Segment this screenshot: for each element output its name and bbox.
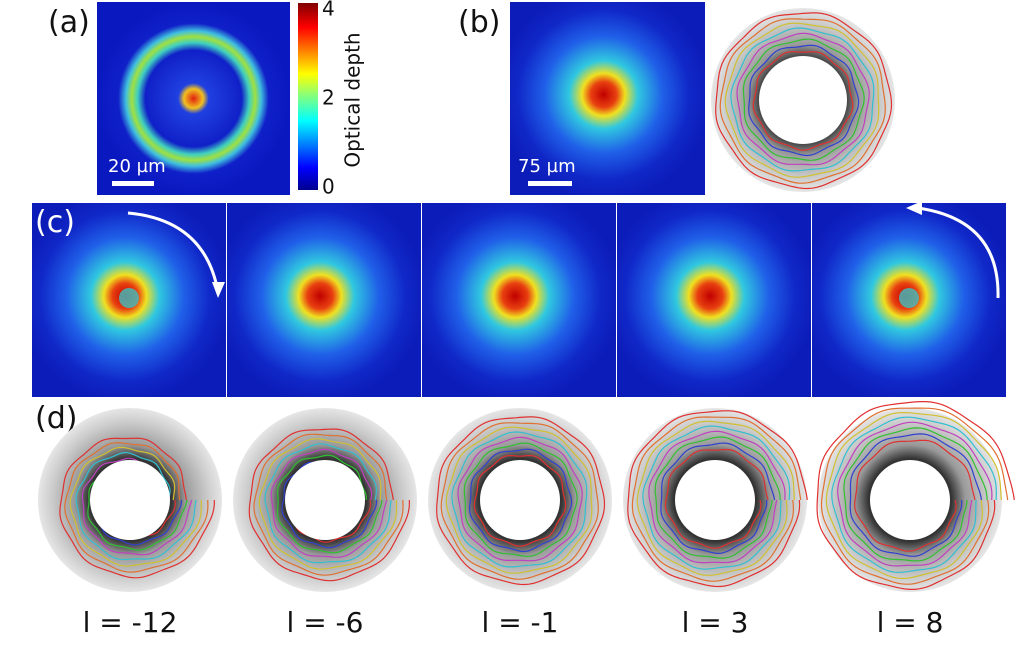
ring-hole — [675, 460, 755, 540]
contour-line — [742, 38, 865, 161]
contour-line — [258, 438, 397, 570]
caption: l = 8 — [877, 606, 944, 639]
contour-line — [451, 431, 588, 568]
scale-bar — [112, 181, 154, 186]
ring-hole — [90, 460, 170, 540]
contour-line — [736, 32, 870, 166]
image-c — [422, 203, 616, 397]
contour-line — [843, 427, 988, 562]
panel-label: (b) — [458, 5, 500, 40]
contour-line — [440, 422, 599, 580]
contour-line — [59, 437, 215, 579]
arrow — [917, 206, 1000, 299]
image-c — [617, 203, 811, 397]
image-a — [97, 2, 290, 195]
image-row-c — [32, 203, 1006, 397]
scale-bar-label: 75 µm — [518, 156, 576, 177]
contour-line — [730, 27, 875, 172]
contour-line — [854, 439, 976, 552]
contour-line — [264, 443, 392, 564]
contour-line — [276, 454, 383, 554]
contour-line — [445, 426, 593, 574]
arrow-head — [212, 282, 225, 298]
arrow — [127, 211, 220, 293]
colorbar-tick-label: 0 — [322, 175, 335, 199]
contour-line — [468, 448, 573, 553]
ring-hole — [759, 56, 847, 144]
arrow-head — [906, 201, 922, 215]
scale-bar — [528, 181, 572, 186]
ring-plots: l = -12 l = -6 l = -1 l = 3 l = 8 — [38, 401, 1015, 639]
contour-line — [724, 22, 880, 178]
contour-line — [816, 401, 1015, 590]
caption: l = -12 — [83, 606, 178, 639]
ring-hole — [480, 460, 560, 540]
colorbar-title: Optical depth — [341, 32, 365, 167]
contour-line — [473, 454, 567, 547]
contour-line — [660, 442, 776, 555]
contour-line — [457, 436, 583, 562]
contour-line — [719, 18, 886, 184]
contour-line — [64, 442, 209, 573]
image-b — [510, 2, 705, 195]
contour-line — [748, 44, 860, 157]
colorbar-tick-label: 2 — [322, 86, 335, 110]
contour-line — [849, 433, 983, 557]
colorbar-tick-label: 4 — [322, 0, 335, 21]
colorbar — [298, 3, 318, 190]
caption: l = 3 — [682, 606, 749, 639]
caption: l = -1 — [482, 606, 559, 639]
vortex-core — [899, 288, 919, 308]
panel-label: (a) — [48, 5, 90, 40]
contour-line — [752, 51, 854, 151]
contour-line — [820, 407, 1009, 585]
contour-line — [831, 416, 997, 574]
vortex-core — [119, 288, 139, 308]
contour-line — [436, 416, 606, 586]
contour-line — [253, 433, 404, 576]
contour-line — [654, 436, 781, 559]
image-c — [227, 203, 421, 397]
contour-line — [642, 425, 791, 570]
caption: l = -6 — [287, 606, 364, 639]
contour-line — [463, 442, 578, 557]
contour-line — [248, 428, 411, 582]
contour-line — [627, 410, 808, 588]
contour-line — [837, 421, 993, 567]
contour-line — [69, 446, 202, 567]
contour-line — [715, 12, 893, 190]
scale-bar-label: 20 µm — [108, 156, 166, 177]
colorbar-ticks: 4 2 0 — [322, 0, 335, 199]
contour-line — [631, 416, 802, 582]
contour-line — [664, 448, 769, 549]
contour-line — [270, 448, 388, 558]
panel-label: (c) — [35, 205, 75, 240]
contour-line — [75, 451, 197, 561]
contour-line — [636, 420, 795, 576]
contour-line — [648, 430, 786, 564]
ring-hole — [870, 460, 950, 540]
contour-line — [825, 412, 1002, 580]
ring-hole — [285, 460, 365, 540]
